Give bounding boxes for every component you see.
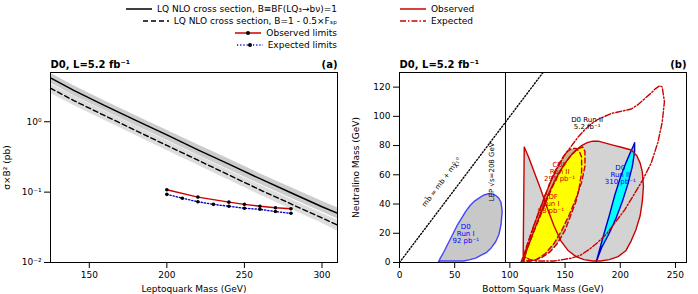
svg-text:(b): (b) <box>670 59 686 70</box>
html-text:Observed limits: Observed limits <box>266 28 337 38</box>
svg-text:150: 150 <box>556 270 573 280</box>
svg-text:CDFRun II295 pb⁻¹: CDFRun II295 pb⁻¹ <box>544 161 575 183</box>
svg-text:CDFRun I88 pb⁻¹: CDFRun I88 pb⁻¹ <box>537 193 564 215</box>
svg-text:mb̃ = mb + mχ̃₁⁰: mb̃ = mb + mχ̃₁⁰ <box>419 155 462 208</box>
svg-text:D0, L=5.2 fb⁻¹: D0, L=5.2 fb⁻¹ <box>400 59 480 70</box>
svg-text:50: 50 <box>449 270 461 280</box>
svg-text:150: 150 <box>81 270 98 280</box>
svg-text:250: 250 <box>236 270 253 280</box>
svg-text:20: 20 <box>379 228 391 238</box>
svg-text:40: 40 <box>379 199 391 209</box>
svg-text:80: 80 <box>379 140 391 150</box>
svg-text:LEP √s=208 GeV: LEP √s=208 GeV <box>488 142 496 201</box>
html-text:Expected: Expected <box>431 16 473 26</box>
svg-text:200: 200 <box>612 270 629 280</box>
html-text:Observed: Observed <box>431 4 475 14</box>
svg-text:Bottom Squark Mass (GeV): Bottom Squark Mass (GeV) <box>482 284 604 294</box>
svg-text:10⁻¹: 10⁻¹ <box>22 187 42 197</box>
svg-text:100: 100 <box>373 111 390 121</box>
svg-text:60: 60 <box>379 170 391 180</box>
svg-text:(a): (a) <box>322 59 338 70</box>
svg-text:10⁰: 10⁰ <box>26 117 41 127</box>
svg-text:σ×B² (pb): σ×B² (pb) <box>2 145 12 189</box>
html-text:LQ NLO cross section, B=1 - 0.: LQ NLO cross section, B=1 - 0.5×Fₛₚ <box>173 16 337 26</box>
svg-text:300: 300 <box>313 270 330 280</box>
svg-text:Neutralino Mass (GeV): Neutralino Mass (GeV) <box>351 117 361 218</box>
svg-text:10⁻²: 10⁻² <box>22 257 42 267</box>
svg-text:D0 Run II5.2 fb⁻¹: D0 Run II5.2 fb⁻¹ <box>571 116 603 131</box>
svg-text:120: 120 <box>373 82 390 92</box>
svg-text:100: 100 <box>501 270 518 280</box>
svg-text:250: 250 <box>667 270 684 280</box>
svg-text:0: 0 <box>385 257 391 267</box>
svg-text:0: 0 <box>397 270 403 280</box>
svg-text:Leptoquark Mass (GeV): Leptoquark Mass (GeV) <box>141 284 246 294</box>
svg-text:D0Run II310 pb⁻¹: D0Run II310 pb⁻¹ <box>605 164 636 186</box>
svg-text:200: 200 <box>158 270 175 280</box>
svg-text:D0Run I92 pb⁻¹: D0Run I92 pb⁻¹ <box>452 223 479 245</box>
svg-text:D0, L=5.2 fb⁻¹: D0, L=5.2 fb⁻¹ <box>51 59 131 70</box>
html-text:LQ NLO cross section, B≡BF(LQ₃: LQ NLO cross section, B≡BF(LQ₃→bν)=1 <box>157 4 337 14</box>
html-text:Expected limits: Expected limits <box>267 40 337 50</box>
